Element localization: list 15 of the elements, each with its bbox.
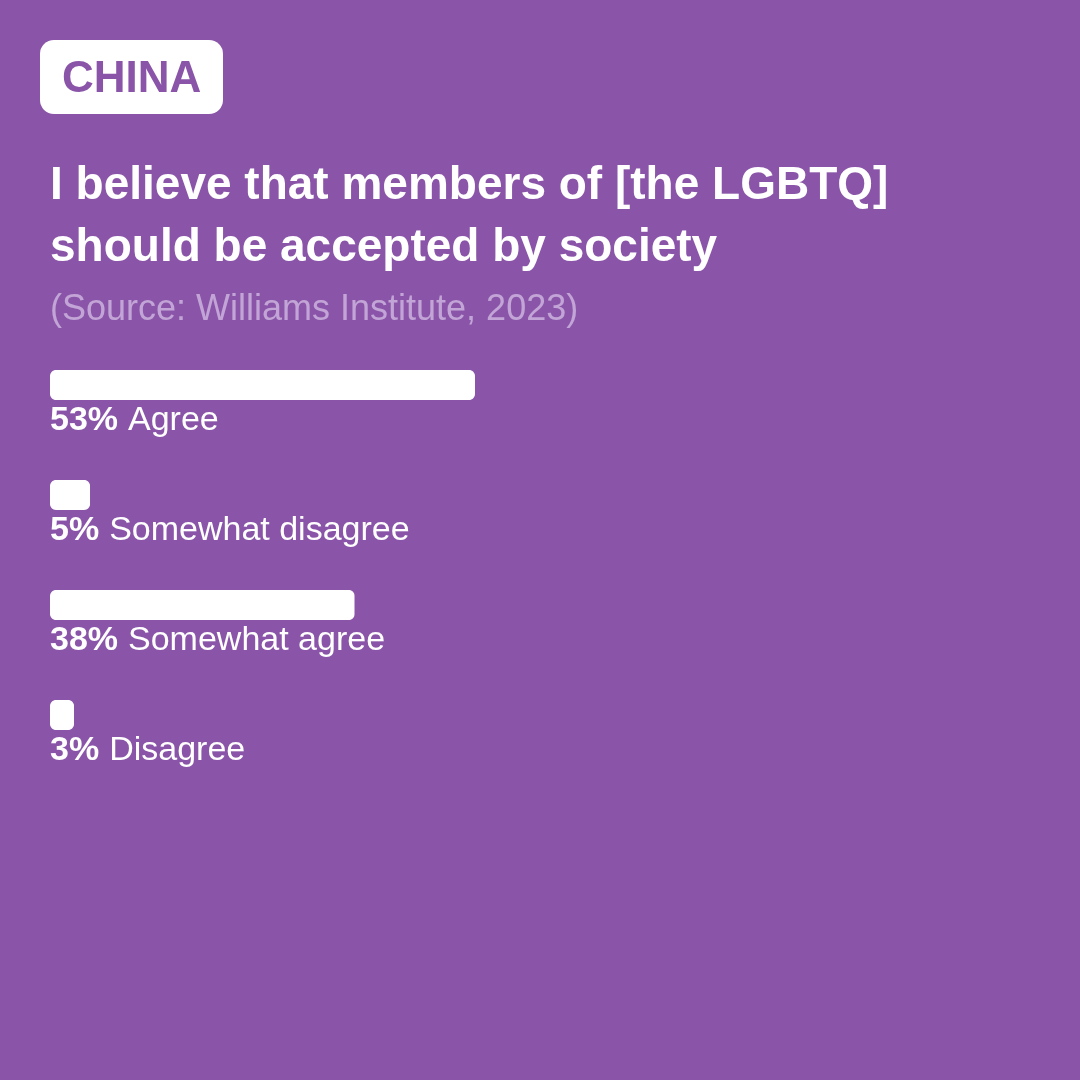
bar [50, 590, 355, 620]
y-tick-label: Disagree [109, 729, 246, 767]
text: CHINA [40, 40, 224, 114]
bar [50, 370, 475, 400]
data-label: 38% [50, 619, 119, 657]
data-label: 3% [50, 729, 100, 767]
y-tick-label: Agree [128, 399, 219, 437]
data-label: 5% [50, 509, 100, 547]
y-tick-label: Somewhat disagree [109, 509, 410, 547]
y-tick-label: Somewhat agree [128, 619, 386, 657]
bar [50, 700, 75, 730]
chart-title: I believe that members of [the LGBTQ] should be accepted by society [50, 156, 890, 273]
data-label: 53% [50, 399, 119, 437]
bar [50, 480, 91, 510]
text: (Source: Williams Institute, 2023) [50, 286, 579, 330]
